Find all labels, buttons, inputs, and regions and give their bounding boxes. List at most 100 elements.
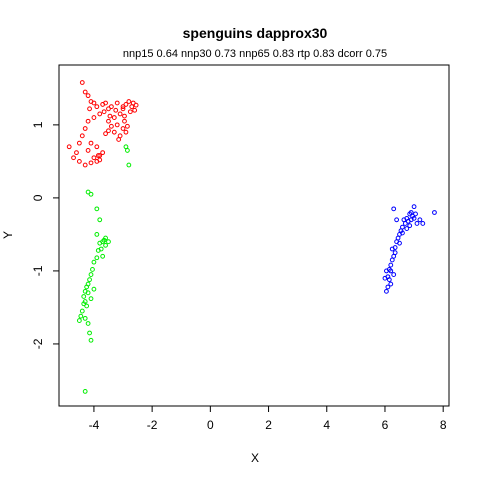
x-tick-label: 6 [382,418,389,432]
x-axis: -4 -2 0 2 4 6 8 [89,406,447,432]
data-point [134,103,138,107]
data-point [80,81,84,85]
point-series [77,145,130,393]
data-point [67,145,71,149]
data-point [86,119,90,123]
data-point [83,389,87,393]
y-axis-label: Y [1,231,15,239]
data-point [385,289,389,293]
data-point [412,205,416,209]
data-point [89,161,93,165]
data-point [421,222,425,226]
data-point [121,127,125,131]
data-point [95,145,99,149]
data-point [401,225,405,229]
data-point [95,105,99,109]
x-tick-label: 2 [265,418,272,432]
data-point [104,132,108,136]
data-point [101,254,105,258]
x-tick-label: 0 [207,418,214,432]
point-series [67,81,138,167]
data-point [389,263,393,267]
data-point [77,159,81,163]
data-point [112,130,116,134]
data-point [77,319,81,323]
y-axis: -2 -1 0 1 [31,121,59,349]
data-point [79,314,83,318]
data-point [117,138,121,142]
data-point [128,110,132,114]
data-point [88,278,92,282]
data-point [395,218,399,222]
data-point [89,297,93,301]
data-point [98,218,102,222]
chart-subtitle: nnp15 0.64 nnp30 0.73 nnp65 0.83 rtp 0.8… [123,48,387,60]
data-point [95,207,99,211]
data-point [109,105,113,109]
data-point [433,211,437,215]
data-point [83,90,87,94]
data-point [118,112,122,116]
point-series [383,205,436,294]
data-point [83,316,87,320]
y-tick-label: -1 [31,265,45,276]
data-point [80,134,84,138]
data-point [89,273,93,277]
data-point [389,282,393,286]
data-point [75,151,79,155]
data-point [415,222,419,226]
data-point [89,338,93,342]
data-point [83,163,87,167]
data-point [92,156,96,160]
data-point [393,251,397,255]
x-tick-label: 8 [440,418,447,432]
data-point [92,260,96,264]
x-tick-label: 4 [323,418,330,432]
data-point [115,101,119,105]
data-point [392,273,396,277]
y-tick-label: 1 [31,121,45,128]
data-point [127,163,131,167]
data-point [123,114,127,118]
data-point [82,295,86,299]
data-point [88,331,92,335]
data-point [95,233,99,237]
x-tick-label: -2 [147,418,158,432]
data-point [86,94,90,98]
data-point [124,130,128,134]
x-tick-label: -4 [89,418,100,432]
data-point [392,207,396,211]
data-point [98,112,102,116]
data-point [95,256,99,260]
data-point [108,114,112,118]
data-point [109,124,113,128]
data-point [89,141,93,145]
data-point [104,243,108,247]
data-points [67,81,436,394]
data-point [89,192,93,196]
data-point [91,268,95,272]
plot-frame [59,65,449,406]
data-point [125,124,129,128]
y-tick-label: -2 [31,338,45,349]
data-point [77,141,81,145]
y-tick-label: 0 [31,194,45,201]
data-point [115,123,119,127]
data-point [92,116,96,120]
data-point [107,240,111,244]
data-point [88,107,92,111]
data-point [414,212,418,216]
data-point [112,116,116,120]
data-point [127,100,131,104]
data-point [418,218,422,222]
data-point [114,108,118,112]
data-point [405,227,409,231]
data-point [83,127,87,131]
data-point [80,309,84,313]
chart-title: spenguins dapprox30 [183,25,328,41]
data-point [102,110,106,114]
data-point [123,119,127,123]
data-point [92,287,96,291]
data-point [86,149,90,153]
